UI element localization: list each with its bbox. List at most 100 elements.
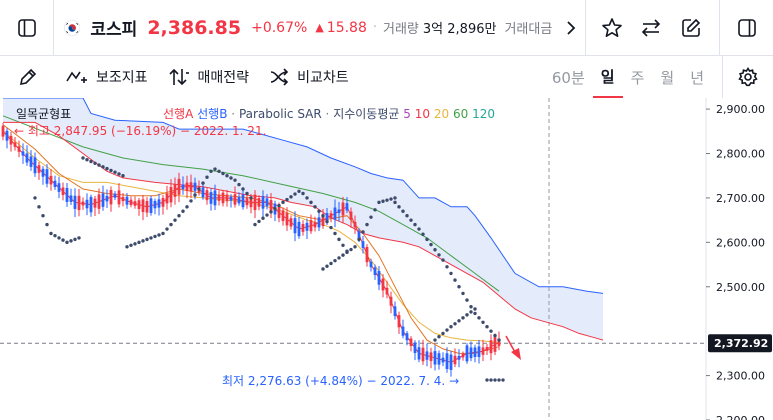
timeframe-month[interactable]: 월 [660,68,675,87]
candle [325,213,329,223]
psar-dot [473,307,477,311]
candle [61,187,65,196]
candle [77,195,81,211]
candle [469,347,473,359]
candle [345,203,349,211]
psar-dot [209,169,213,173]
more-info-button[interactable] [556,0,584,56]
psar-dot [133,242,137,246]
psar-dot [117,172,121,176]
candle [441,357,445,363]
psar-dot [321,267,325,271]
psar-dot [229,176,233,180]
current-price-label: 2,372.92 [714,337,768,350]
psar-dot [389,197,393,201]
span-b-line [3,98,604,294]
psar-dot [501,378,505,382]
psar-dot [449,325,453,329]
candle [157,199,161,208]
psar-dot [333,231,337,236]
psar-dot [293,192,297,196]
compare-button[interactable]: 비교차트 [259,56,359,98]
compare-swap-button[interactable] [631,0,671,56]
psar-dot [193,193,197,197]
candle [385,287,389,295]
psar-dot [81,156,85,160]
candle [445,353,449,370]
candle [73,195,77,209]
psar-dot [425,237,429,242]
legend-indicators[interactable]: 선행A 선행B · Parabolic SAR · 지수이동평균 5 10 20… [163,105,495,122]
candle [269,200,273,212]
candle [225,194,229,202]
psar-dot [313,205,317,209]
candle [221,192,225,204]
candle [477,346,481,357]
psar-dot [441,258,445,262]
price-axis [706,98,773,420]
psar-dot [33,196,37,200]
candle [253,194,257,211]
favorite-button[interactable] [592,0,632,56]
settings-button[interactable] [723,56,773,98]
price-chart[interactable]: 2,900.00 2,800.00 2,700.00 2,600.00 2,500.00… [0,98,773,420]
psar-dot [101,165,105,169]
psar-dot [369,215,373,219]
candle [9,135,13,145]
indicators-icon [66,71,87,83]
psar-dot [469,305,473,309]
candle [93,198,97,208]
timeframe-day[interactable]: 일 [592,56,623,98]
korea-flag-icon [64,19,81,36]
strategy-label: 매매전략 [197,70,250,86]
candle [41,168,45,177]
candle [437,353,441,365]
candle [413,342,417,354]
candle [357,231,361,238]
psar-dot [49,231,53,236]
divider [584,0,586,56]
pencil-icon [19,68,37,86]
candle [333,207,337,220]
strategy-button[interactable]: 매매전략 [158,56,260,98]
candle [389,296,393,306]
edit-button[interactable] [671,0,711,56]
candle [21,151,25,156]
candle [305,222,309,231]
candle [481,347,485,355]
psar-dot [437,335,441,339]
drawing-tools-button[interactable] [0,56,56,98]
price-tick-label: 2,200.00 [716,414,765,420]
psar-dot [457,285,461,289]
legend-ema-label: 지수이동평균 [333,107,400,121]
psar-dot [421,232,425,236]
candle [169,186,173,203]
psar-dot [445,328,449,332]
legend-ema-20: 20 [433,107,450,121]
psar-dot [165,227,169,231]
divider [53,0,55,56]
right-panel-toggle-button[interactable] [720,0,773,56]
candle [189,182,193,192]
psar-dot [481,320,485,324]
ema-60-line [2,115,500,292]
timeframe-60min[interactable]: 60분 [551,68,585,87]
psar-dot [129,243,133,248]
legend-ichimoku[interactable]: 일목균형표 [16,107,72,121]
psar-dot [145,237,149,242]
timeframe-year[interactable]: 년 [690,68,704,87]
candle [309,220,313,232]
psar-dot [205,175,209,179]
psar-dot [361,230,365,234]
sidebar-toggle-button[interactable] [0,0,53,56]
candle [317,217,321,228]
candle [105,195,109,202]
timeframe-week[interactable]: 주 [630,68,645,87]
legend-ema-120: 120 [472,107,495,121]
candle [57,183,61,192]
price-tick-label: 2,900.00 [716,103,765,116]
candle [177,178,181,195]
symbol-info[interactable]: 코스피 2,386.85 +0.67% ▲ 15.88 · 거래량 3억 2,8… [54,0,556,56]
psar-dot [77,236,81,240]
indicators-button[interactable]: 보조지표 [56,56,158,98]
